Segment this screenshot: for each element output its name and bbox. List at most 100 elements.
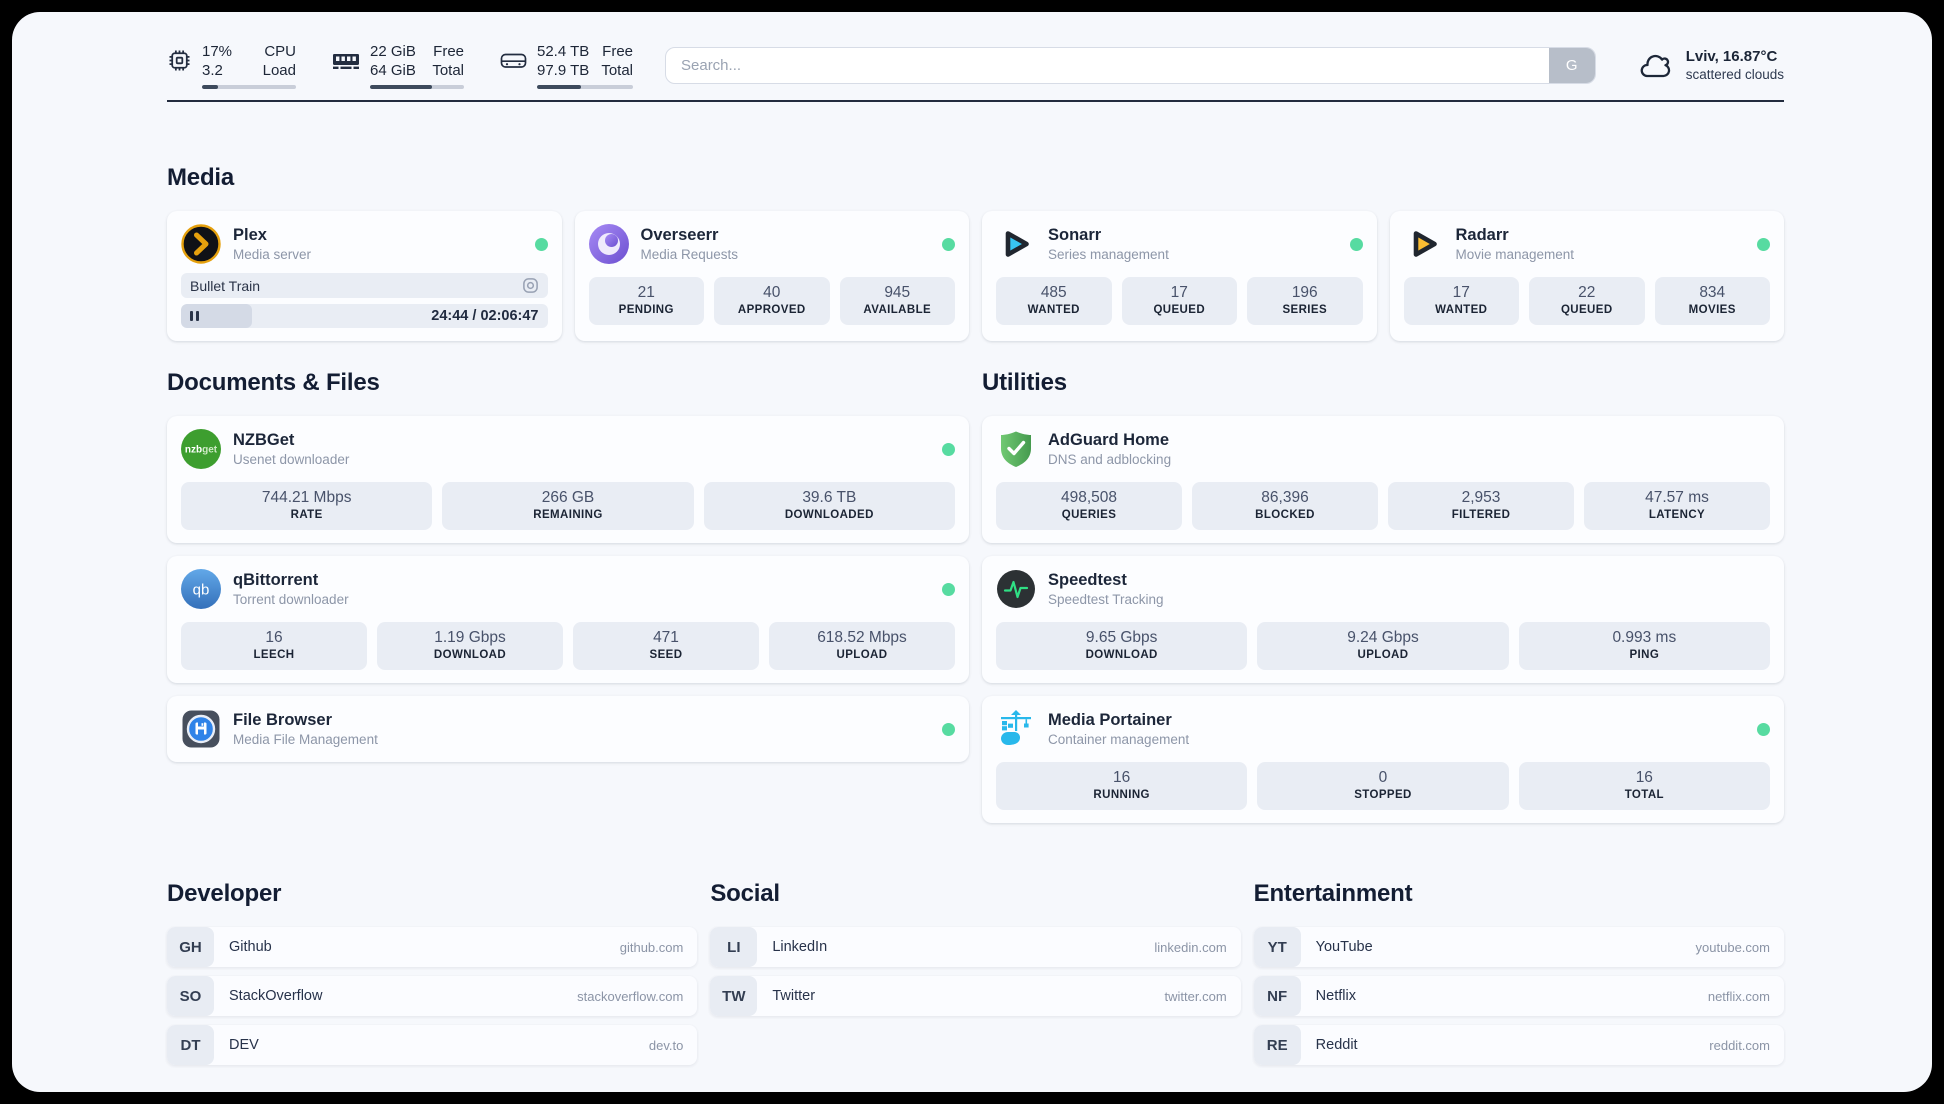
header-divider	[167, 100, 1784, 102]
stat-box: 9.65 Gbps DOWNLOAD	[996, 622, 1248, 670]
ram-icon	[332, 42, 360, 70]
app-card-portainer[interactable]: Media Portainer Container management 16 R…	[982, 696, 1784, 823]
stat-box: 744.21 Mbps RATE	[181, 482, 433, 530]
bookmark-abbr: SO	[167, 976, 214, 1016]
app-card-speedtest[interactable]: Speedtest Speedtest Tracking 9.65 Gbps DO…	[982, 556, 1784, 683]
cpu-progress	[202, 85, 296, 89]
cpu-load-label: Load	[262, 62, 296, 79]
bookmark-youtube[interactable]: YT YouTube youtube.com	[1253, 927, 1784, 967]
bookmark-stackoverflow[interactable]: SO StackOverflow stackoverflow.com	[167, 976, 698, 1016]
playback-time: 24:44 / 02:06:47	[431, 308, 539, 324]
section-title-utilities: Utilities	[982, 369, 1067, 396]
stat-box: 16 LEECH	[181, 622, 367, 670]
disk-icon	[500, 42, 527, 71]
stat-box: 498,508 QUERIES	[996, 482, 1182, 530]
app-desc: Container management	[1048, 731, 1190, 747]
stat-box: 0.993 ms PING	[1518, 622, 1770, 670]
stat-box: 17 WANTED	[1403, 277, 1519, 325]
stat-box: 945 AVAILABLE	[839, 277, 955, 325]
filebrowser-icon	[181, 709, 221, 749]
ram-total-label: Total	[432, 62, 464, 79]
bookmark-name: DEV	[229, 1037, 259, 1053]
pause-icon[interactable]	[190, 311, 199, 321]
app-card-radarr[interactable]: Radarr Movie management 17 WANTED 22 QUEUE…	[1389, 211, 1784, 341]
app-name: Sonarr	[1048, 225, 1102, 244]
bookmark-linkedin[interactable]: LI LinkedIn linkedin.com	[710, 927, 1241, 967]
cpu-widget: 17% CPU 3.2 Load	[167, 42, 296, 89]
app-name: qBittorrent	[233, 570, 319, 589]
cloud-icon	[1638, 52, 1675, 80]
bookmark-url: github.com	[619, 939, 684, 955]
section-title-developer: Developer	[167, 880, 282, 907]
app-desc: Speedtest Tracking	[1048, 591, 1164, 607]
bookmark-abbr: NF	[1253, 976, 1301, 1016]
bookmark-abbr: TW	[710, 976, 758, 1016]
stat-box: 266 GB REMAINING	[442, 482, 694, 530]
status-dot	[942, 582, 955, 596]
ram-total: 64 GiB	[370, 62, 416, 79]
bookmark-name: YouTube	[1315, 939, 1373, 955]
bookmark-netflix[interactable]: NF Netflix netflix.com	[1253, 976, 1784, 1016]
bookmark-url: netflix.com	[1707, 988, 1770, 1004]
stat-box: 196 SERIES	[1247, 277, 1363, 325]
app-card-sonarr[interactable]: Sonarr Series management 485 WANTED 17 QUE…	[982, 211, 1377, 341]
weather-condition: scattered clouds	[1685, 67, 1784, 82]
app-card-overseerr[interactable]: Overseerr Media Requests 21 PENDING 40 APP…	[574, 211, 969, 341]
stat-box: 9.24 Gbps UPLOAD	[1257, 622, 1509, 670]
stat-box: 22 QUEUED	[1529, 277, 1645, 325]
app-card-qbittorrent[interactable]: qb qBittorrent Torrent downloader 16 LEEC…	[167, 556, 969, 683]
stat-box: 471 SEED	[573, 622, 759, 670]
disk-free-label: Free	[602, 43, 633, 60]
status-dot	[942, 722, 955, 736]
app-card-nzbget[interactable]: nzbget NZBGet Usenet downloader 744.21 M…	[167, 416, 969, 543]
status-dot	[534, 237, 548, 251]
status-dot	[942, 237, 955, 251]
cpu-icon	[167, 42, 192, 73]
app-card-adguard[interactable]: AdGuard Home DNS and adblocking 498,508 Q…	[982, 416, 1784, 543]
session-view-icon[interactable]	[522, 277, 539, 294]
app-desc: Series management	[1048, 246, 1169, 262]
status-dot	[1757, 722, 1770, 736]
cpu-load: 3.2	[202, 62, 223, 79]
search-bar: G	[665, 47, 1596, 84]
bookmark-twitter[interactable]: TW Twitter twitter.com	[710, 976, 1241, 1016]
bookmark-reddit[interactable]: RE Reddit reddit.com	[1253, 1025, 1784, 1065]
app-desc: Media File Management	[233, 731, 378, 747]
bookmark-dev[interactable]: DT DEV dev.to	[167, 1025, 698, 1065]
disk-widget: 52.4 TB Free 97.9 TB Total	[500, 42, 633, 89]
stat-box: 21 PENDING	[588, 277, 704, 325]
qbittorrent-icon: qb	[181, 569, 221, 609]
app-name: File Browser	[233, 710, 333, 729]
stat-box: 16 TOTAL	[1518, 762, 1770, 810]
app-name: Overseerr	[640, 225, 719, 244]
stat-box: 1.19 Gbps DOWNLOAD	[377, 622, 563, 670]
bookmark-name: Github	[229, 939, 272, 955]
search-engine-button[interactable]: G	[1548, 48, 1595, 83]
radarr-icon	[1404, 224, 1444, 264]
stat-box: 618.52 Mbps UPLOAD	[769, 622, 955, 670]
stat-box: 17 QUEUED	[1121, 277, 1237, 325]
stat-box: 40 APPROVED	[714, 277, 830, 325]
app-card-filebrowser[interactable]: File Browser Media File Management	[167, 696, 969, 762]
cpu-percent: 17%	[202, 43, 233, 60]
app-desc: Media server	[233, 246, 312, 262]
app-name: NZBGet	[233, 430, 295, 449]
status-dot	[1757, 237, 1770, 251]
app-name: AdGuard Home	[1048, 430, 1170, 449]
disk-progress	[537, 85, 633, 89]
system-metrics: 17% CPU 3.2 Load	[167, 42, 633, 89]
search-input[interactable]	[665, 47, 1596, 84]
app-card-plex[interactable]: Plex Media server Bullet Train	[167, 211, 562, 341]
bookmark-name: Twitter	[772, 988, 816, 1004]
cpu-label: CPU	[264, 43, 296, 60]
bookmark-github[interactable]: GH Github github.com	[167, 927, 698, 967]
weather-location: Lviv, 16.87°C	[1685, 48, 1778, 65]
adguard-icon	[996, 429, 1036, 469]
dashboard-page: 17% CPU 3.2 Load	[12, 12, 1932, 1092]
stat-box: 2,953 FILTERED	[1388, 482, 1574, 530]
status-dot	[1349, 237, 1363, 251]
portainer-icon	[996, 709, 1036, 749]
section-title-media: Media	[167, 164, 235, 191]
section-title-entertainment: Entertainment	[1253, 880, 1413, 907]
ram-free: 22 GiB	[370, 43, 416, 60]
